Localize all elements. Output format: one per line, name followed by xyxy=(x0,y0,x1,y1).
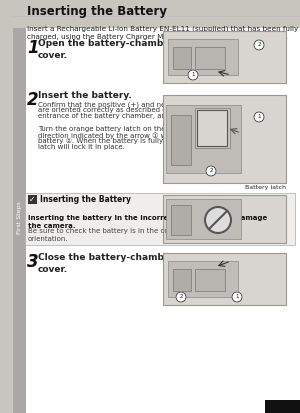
Bar xyxy=(25,193,295,245)
Text: 1: 1 xyxy=(27,39,39,57)
Bar xyxy=(166,105,241,173)
Bar xyxy=(168,261,238,297)
Circle shape xyxy=(188,70,198,80)
Text: Close the battery-chamber/memory card slot
cover.: Close the battery-chamber/memory card sl… xyxy=(38,253,267,274)
Text: Battery latch: Battery latch xyxy=(245,185,286,190)
Bar xyxy=(265,400,300,413)
Text: latch will lock it in place.: latch will lock it in place. xyxy=(38,145,125,150)
Text: entrance of the battery chamber, and insert the battery.: entrance of the battery chamber, and ins… xyxy=(38,114,235,119)
Bar xyxy=(171,205,191,235)
Bar xyxy=(195,269,225,291)
Text: direction indicated by the arrow ① when inserting the: direction indicated by the arrow ① when … xyxy=(38,132,226,139)
Text: Inserting the Battery: Inserting the Battery xyxy=(40,195,131,204)
Text: Be sure to check the battery is in the correct
orientation.: Be sure to check the battery is in the c… xyxy=(28,228,185,242)
Text: Confirm that the positive (+) and negative (-) terminals: Confirm that the positive (+) and negati… xyxy=(38,101,232,107)
Text: 2: 2 xyxy=(179,294,183,299)
Text: battery ②. When the battery is fully inserted, the battery: battery ②. When the battery is fully ins… xyxy=(38,138,238,144)
Text: Inserting the battery in the incorrect direction may damage
the camera.: Inserting the battery in the incorrect d… xyxy=(28,215,267,229)
Text: 2: 2 xyxy=(209,169,213,173)
Text: First Steps: First Steps xyxy=(17,202,22,234)
Bar xyxy=(163,253,286,305)
Text: 2: 2 xyxy=(27,91,39,109)
Circle shape xyxy=(176,292,186,302)
Bar xyxy=(197,110,227,146)
Text: are oriented correctly as described on the label at the: are oriented correctly as described on t… xyxy=(38,107,227,113)
Text: Turn the orange battery latch on the battery side in the: Turn the orange battery latch on the bat… xyxy=(38,126,232,132)
Circle shape xyxy=(232,292,242,302)
Bar xyxy=(28,195,37,204)
Bar xyxy=(166,199,241,239)
Circle shape xyxy=(206,166,216,176)
Circle shape xyxy=(205,207,231,233)
Bar xyxy=(195,47,225,69)
Text: 3: 3 xyxy=(27,253,39,271)
Bar xyxy=(173,47,191,69)
Bar xyxy=(171,115,191,165)
Text: Inserting the Battery: Inserting the Battery xyxy=(27,5,167,18)
Bar xyxy=(163,31,286,83)
Bar xyxy=(163,95,286,183)
Text: 1: 1 xyxy=(235,294,239,299)
Text: 2: 2 xyxy=(257,43,261,47)
Bar xyxy=(173,269,191,291)
Text: Insert a Rechargeable Li-ion Battery EN-EL11 (supplied) that has been fully
char: Insert a Rechargeable Li-ion Battery EN-… xyxy=(27,25,298,40)
Bar xyxy=(163,195,286,243)
Bar xyxy=(195,108,230,148)
Text: 1: 1 xyxy=(257,114,261,119)
Text: ✓: ✓ xyxy=(29,195,36,204)
Bar xyxy=(168,39,238,75)
Circle shape xyxy=(254,112,264,122)
Text: Insert the battery.: Insert the battery. xyxy=(38,91,132,100)
Text: Open the battery-chamber/memory card slot
cover.: Open the battery-chamber/memory card slo… xyxy=(38,39,266,60)
Bar xyxy=(13,28,26,413)
Text: 1: 1 xyxy=(191,73,195,78)
Circle shape xyxy=(254,40,264,50)
